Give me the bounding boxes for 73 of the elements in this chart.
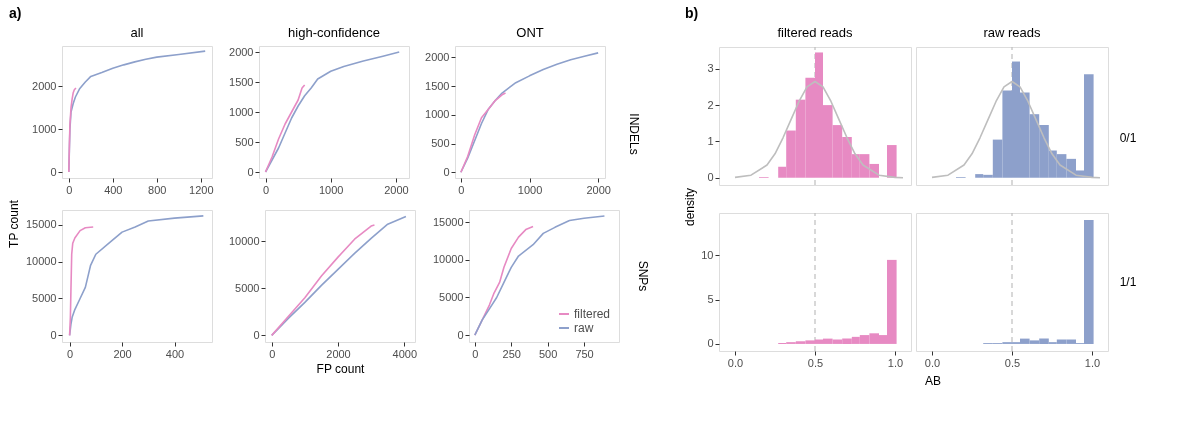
y-tick-label: 15000	[25, 218, 57, 231]
y-tick-label: 0	[253, 328, 260, 341]
y-tick-label: 0	[457, 328, 464, 341]
chart-title: filtered reads	[777, 25, 854, 41]
x-tick-label: 1.0	[887, 356, 904, 369]
y-tick-label: 5000	[235, 281, 260, 294]
x-tick-label: 400	[165, 347, 185, 360]
x-tick-label: 0.5	[807, 356, 824, 369]
y-tick-label: 1500	[229, 75, 254, 88]
y-tick-label: 2	[707, 98, 714, 111]
x-tick-label: 0	[66, 183, 73, 196]
y-tick-label: 10000	[228, 234, 260, 247]
chart-title: all	[130, 25, 144, 40]
x-tick-label: 250	[502, 347, 521, 360]
x-tick-label: 0	[262, 183, 270, 196]
y-tick-label: 1500	[425, 79, 450, 92]
y-tick-label: 0	[50, 328, 57, 341]
legend-label: filtered	[574, 307, 611, 321]
y-tick-label: 1	[707, 134, 714, 147]
x-tick-label: 0.5	[1004, 356, 1021, 369]
y-tick-label: 2000	[32, 79, 57, 92]
x-tick-label: 200	[113, 347, 132, 360]
x-tick-label: 4000	[392, 347, 418, 360]
text: b)	[685, 5, 699, 21]
y-axis-title: density	[683, 187, 697, 227]
y-tick-label: 2000	[425, 50, 450, 63]
y-tick-label: 500	[235, 135, 254, 148]
x-tick-label: 0.0	[924, 356, 941, 369]
x-axis-title: FP count	[316, 361, 366, 376]
chart-title: ONT	[516, 25, 544, 40]
x-tick-label: 1000	[517, 183, 543, 196]
y-tick-label: 3	[707, 62, 714, 75]
y-tick-label: 1000	[425, 108, 450, 121]
y-tick-label: 0	[443, 165, 450, 178]
text: 0/1	[1119, 131, 1137, 145]
x-tick-label: 0	[269, 347, 276, 360]
x-tick-label: 0.0	[727, 356, 744, 369]
x-tick-label: 0	[67, 347, 74, 360]
y-tick-label: 0	[50, 165, 57, 178]
x-tick-label: 2000	[384, 183, 409, 196]
y-axis-title: TP count	[7, 199, 21, 248]
y-tick-label: 1000	[229, 105, 254, 118]
legend-label: raw	[574, 321, 594, 335]
x-tick-label: 750	[575, 347, 594, 360]
text: a)	[9, 5, 22, 21]
x-tick-label: 0	[472, 347, 479, 360]
x-tick-label: 800	[148, 183, 167, 196]
text: SNPs	[636, 260, 650, 292]
x-tick-label: 1200	[189, 183, 214, 196]
x-axis-title: AB	[924, 374, 942, 388]
y-tick-label: 5	[707, 293, 714, 306]
x-tick-label: 500	[538, 347, 558, 360]
chart-title: high-confidence	[288, 25, 380, 40]
x-tick-label: 2000	[586, 183, 611, 196]
x-tick-label: 400	[104, 183, 123, 196]
y-tick-label: 0	[707, 171, 714, 184]
y-tick-label: 0	[247, 165, 254, 178]
y-tick-label: 5000	[32, 291, 57, 304]
y-tick-label: 10	[701, 248, 714, 261]
y-tick-label: 1000	[32, 122, 57, 135]
y-tick-label: 500	[431, 137, 450, 150]
y-tick-label: 2000	[229, 45, 254, 58]
y-tick-label: 0	[707, 337, 714, 350]
y-tick-label: 5000	[439, 291, 464, 303]
x-tick-label: 1.0	[1084, 356, 1101, 369]
text: INDELs	[627, 113, 641, 155]
chart-title: raw reads	[983, 25, 1042, 41]
text: 1/1	[1119, 275, 1137, 289]
y-tick-label: 15000	[432, 215, 464, 228]
y-tick-label: 10000	[432, 253, 464, 266]
x-tick-label: 1000	[319, 183, 344, 196]
y-tick-label: 10000	[25, 255, 57, 268]
x-tick-label: 2000	[326, 347, 351, 360]
